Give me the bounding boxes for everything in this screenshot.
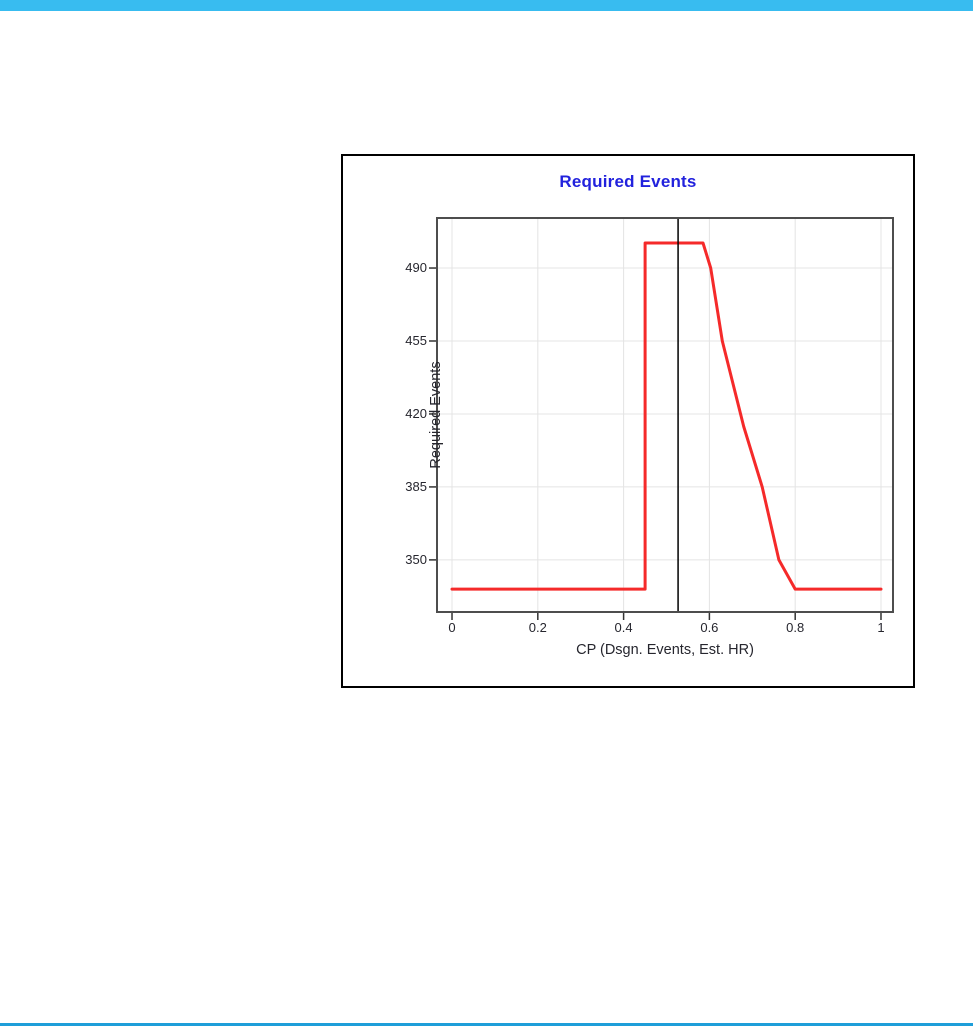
gridlines [437,218,893,612]
x-tick-label: 0.6 [700,620,719,635]
y-tick-label: 350 [405,551,427,567]
top-accent-bar [0,0,973,11]
plot-canvas[interactable] [429,217,894,620]
x-axis-label: CP (Dsgn. Events, Est. HR) [576,642,754,658]
bottom-accent-line [0,1023,973,1026]
y-axis-label: Required Events [428,361,444,469]
y-tick-label: 490 [405,260,427,276]
y-tick-label: 455 [405,332,427,348]
y-tick-label: 385 [405,478,427,494]
plot-area[interactable]: 0 0.2 0.4 0.6 0.8 1 350 385 420 455 490 CP (Dsgn.… [405,217,894,658]
tick-marks [429,267,882,620]
required-events-curve [450,241,883,591]
y-tick-label: 420 [405,405,427,421]
plot-border [436,217,894,613]
x-tick-label: 1 [877,620,885,635]
x-tick-label: 0.4 [614,620,633,635]
chart-panel: Required Events 0 0.2 0.4 0.6 0.8 1 350 385 420… [341,154,915,688]
x-tick-label: 0.2 [528,620,547,635]
x-tick-label: 0 [448,620,456,635]
x-tick-label: 0.8 [786,620,805,635]
chart-title: Required Events [559,172,697,191]
